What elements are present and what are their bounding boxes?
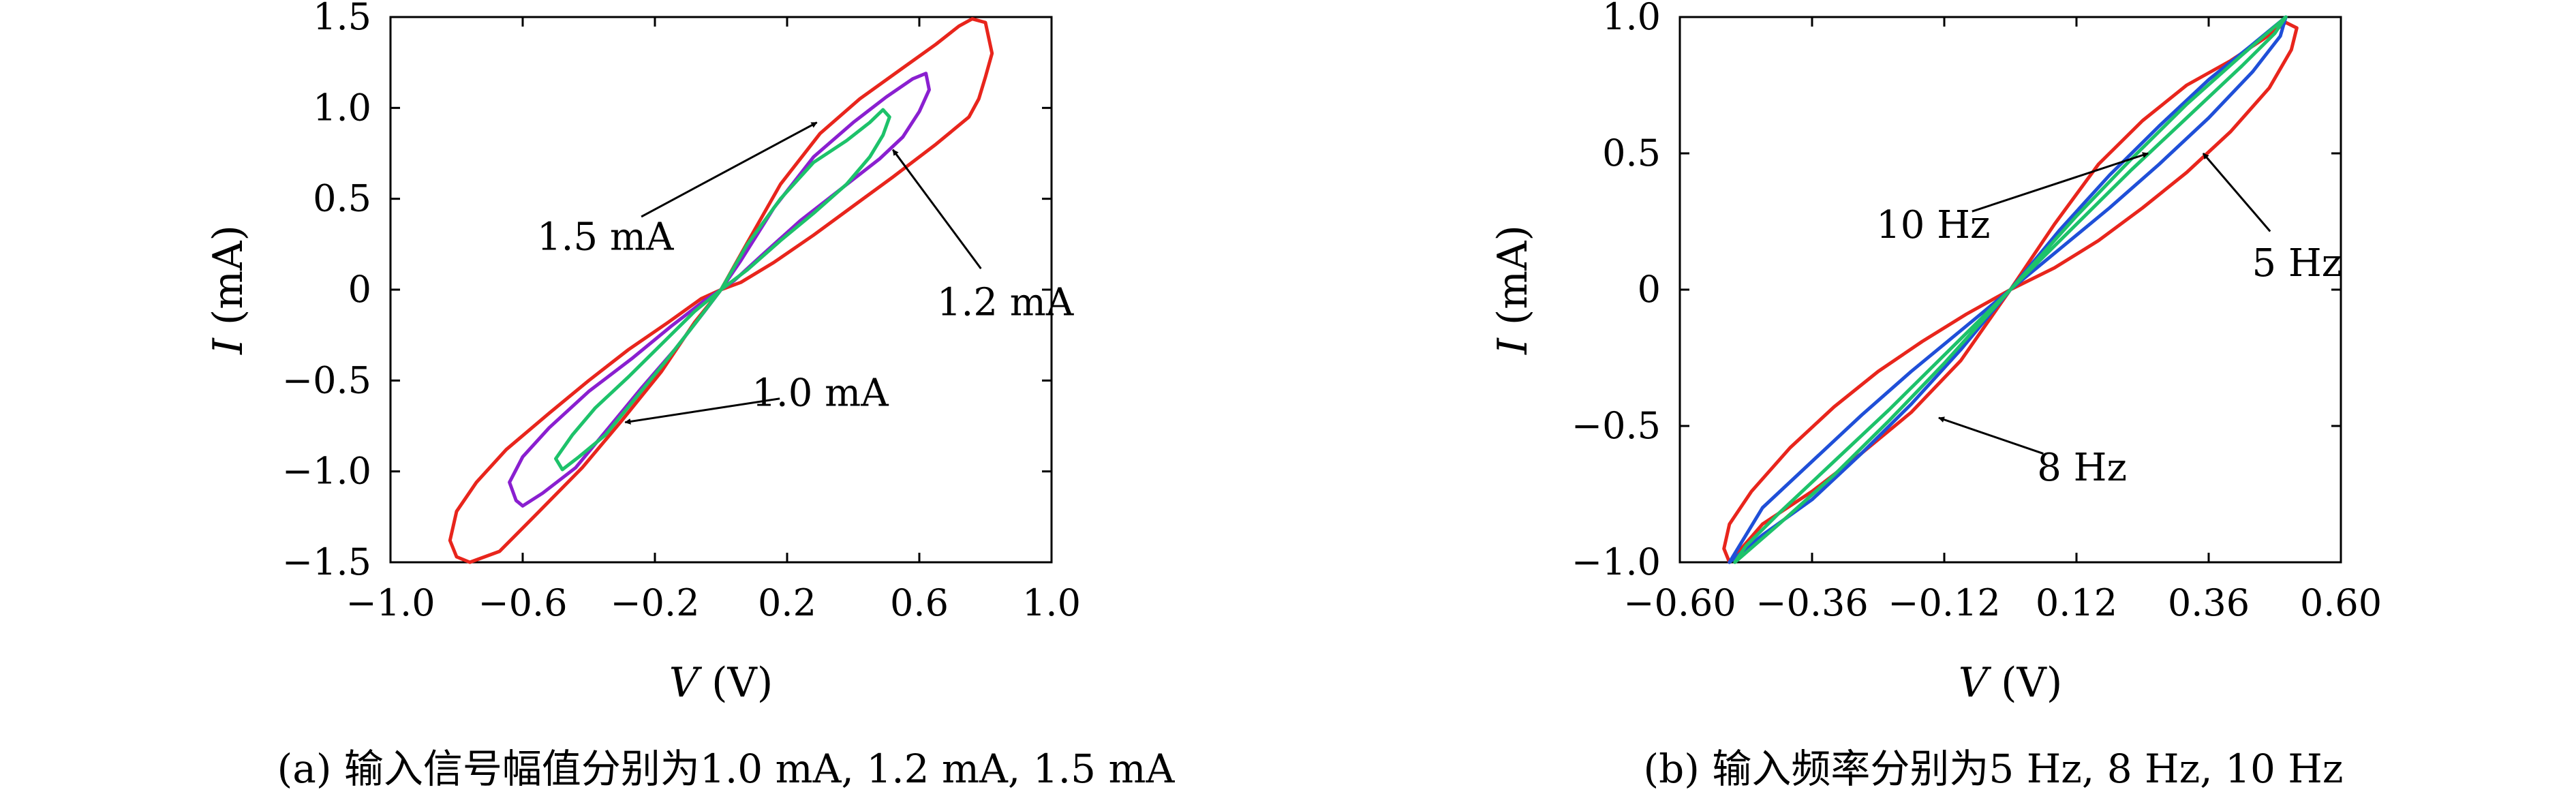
x-tick-label: −0.2 — [610, 581, 699, 624]
x-tick-label: 0.12 — [2036, 581, 2117, 624]
x-tick-label: −1.0 — [346, 581, 435, 624]
y-tick-label: −1.0 — [282, 450, 371, 493]
y-tick-label: 1.0 — [1602, 0, 1661, 38]
x-tick-label: −0.60 — [1623, 581, 1736, 624]
y-tick-label: 0 — [1638, 268, 1661, 311]
x-tick-label: −0.6 — [478, 581, 567, 624]
annotations: 10 Hz 5 Hz 8 Hz — [1876, 152, 2342, 490]
annotation-label: 10 Hz — [1876, 203, 1990, 247]
x-tick-label: −0.12 — [1888, 581, 2000, 624]
y-tick-label: −0.5 — [1571, 404, 1661, 447]
caption-b: (b) 输入频率分别为5 Hz, 8 Hz, 10 Hz — [1644, 746, 2344, 792]
annotation-arrow — [641, 121, 818, 218]
annotation-label: 1.5 mA — [537, 215, 674, 259]
annotation-label: 1.2 mA — [937, 280, 1074, 324]
x-axis-label: V (V) — [669, 659, 773, 707]
chart-a: −1.0 −0.6 −0.2 0.2 0.6 1.0 1.51.00.50−0.5−1.0… — [204, 0, 1175, 792]
y-tick-label: 0.5 — [313, 177, 371, 220]
y-tick-label: 1.0 — [313, 86, 371, 129]
x-tick-label: −0.36 — [1755, 581, 1868, 624]
y-tick-label: 1.5 — [313, 0, 371, 38]
y-tick-label: 0 — [348, 268, 371, 311]
annotation-arrow — [891, 149, 982, 269]
y-tick-label: 0.5 — [1602, 132, 1661, 174]
y-tick-label: −1.5 — [282, 540, 371, 583]
chart-b: −0.60 −0.36 −0.12 0.12 0.36 0.60 1.00.50−0.5−… — [1489, 0, 2382, 792]
y-tick-label: −0.5 — [282, 358, 371, 401]
x-tick-label: 0.60 — [2300, 581, 2382, 624]
annotation-label: 5 Hz — [2252, 241, 2342, 286]
y-tick-label: −1.0 — [1571, 540, 1661, 583]
caption-a: (a) 输入信号幅值分别为1.0 mA, 1.2 mA, 1.5 mA — [277, 746, 1176, 792]
series-line-3 — [1733, 15, 2288, 564]
annotations: 1.5 mA 1.2 mA 1.0 mA — [537, 121, 1074, 425]
annotation-arrow — [624, 397, 780, 425]
x-ticks: −0.60 −0.36 −0.12 0.12 0.36 0.60 — [1623, 17, 2382, 624]
x-tick-label: 0.36 — [2168, 581, 2250, 624]
y-axis-label: I (mA) — [204, 225, 252, 355]
x-ticks: −1.0 −0.6 −0.2 0.2 0.6 1.0 — [346, 17, 1081, 624]
annotation-label: 1.0 mA — [752, 371, 889, 416]
x-tick-label: 0.6 — [890, 581, 949, 624]
series-group — [1722, 15, 2299, 564]
x-axis-label: V (V) — [1959, 659, 2063, 707]
x-tick-label: 0.2 — [758, 581, 816, 624]
y-axis-label: I (mA) — [1489, 225, 1537, 355]
y-ticks: 1.0 0.5 0 −0.5 −1.0 — [1571, 0, 2341, 583]
annotation-arrow — [1938, 416, 2044, 455]
x-tick-label: 1.0 — [1022, 581, 1081, 624]
series-line-3 — [554, 108, 891, 472]
annotation-arrow — [1972, 152, 2149, 213]
series-line-2 — [1728, 15, 2288, 564]
annotation-arrow — [2202, 153, 2271, 232]
series-line-1 — [1722, 20, 2299, 564]
series-group — [448, 17, 994, 564]
annotation-label: 8 Hz — [2037, 446, 2127, 490]
y-ticks: 1.5 1.0 0.5 0 −0.5 −1.0 −1.5 — [282, 0, 1052, 583]
